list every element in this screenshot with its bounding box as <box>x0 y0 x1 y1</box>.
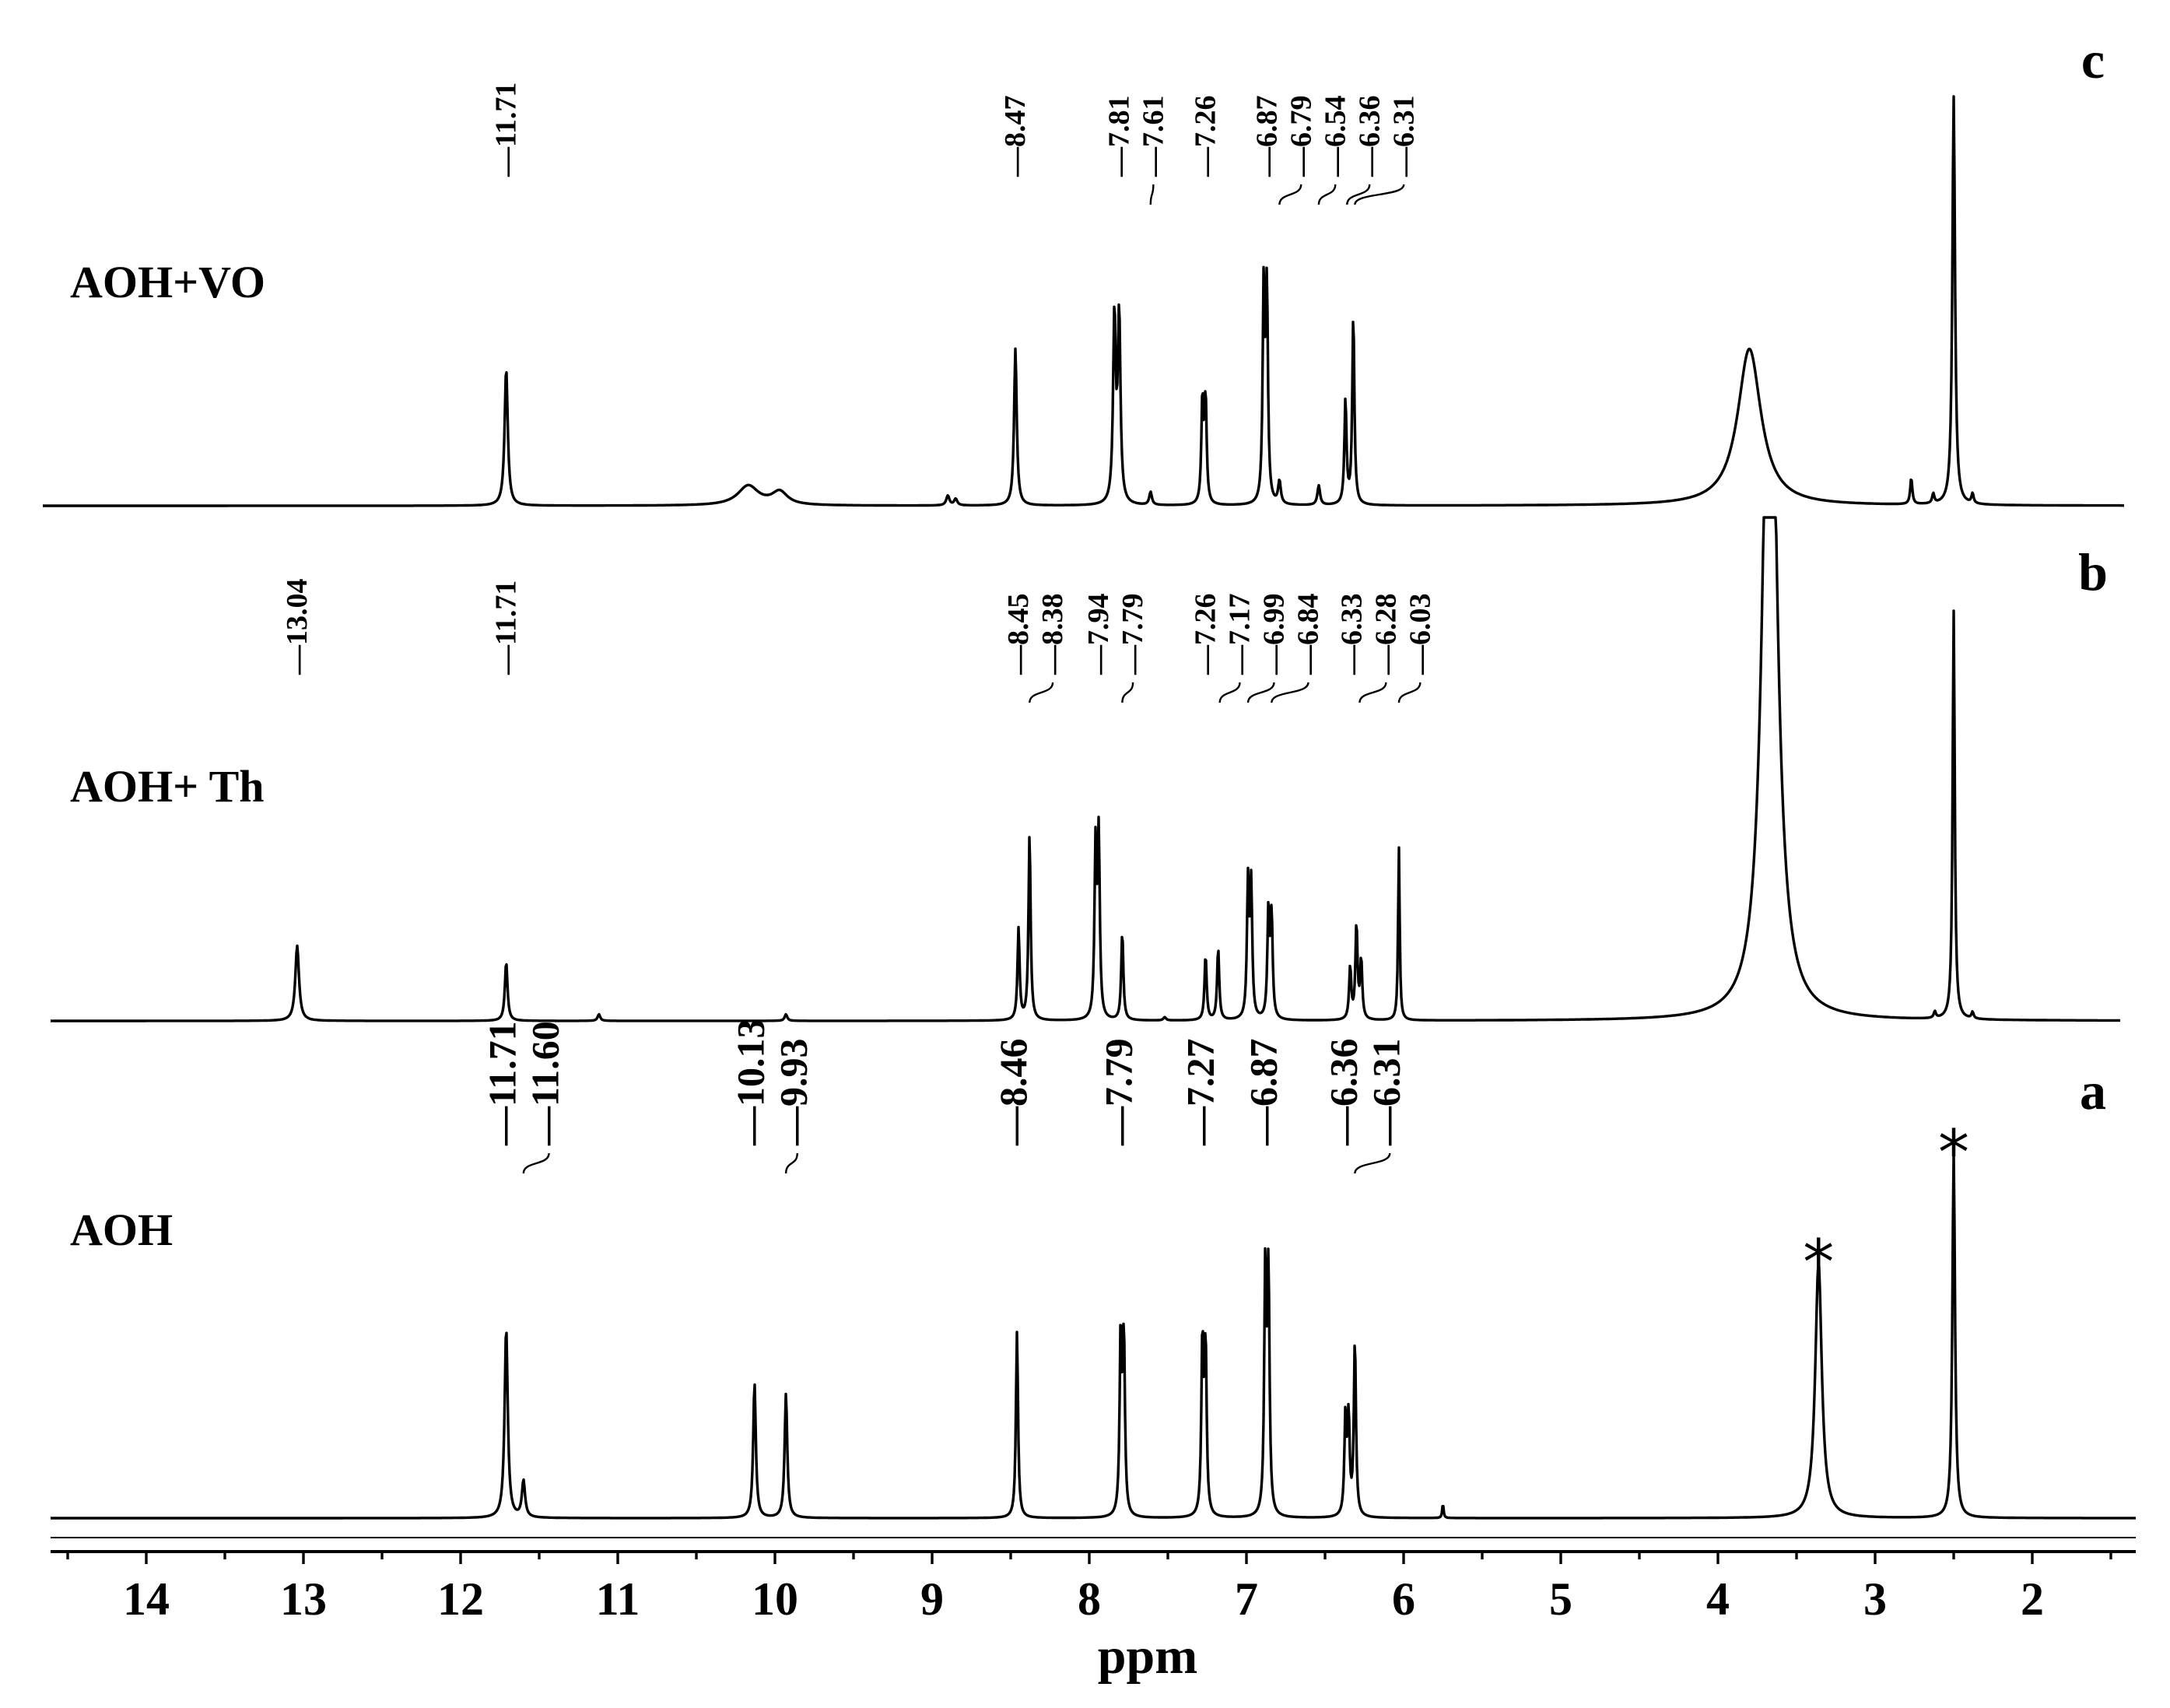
peak-label: —7.17 <box>1223 594 1256 676</box>
peak-leader-line <box>1271 682 1309 703</box>
peak-label: —13.04 <box>281 579 314 676</box>
peak-label: —6.36 <box>1321 1039 1365 1147</box>
peak-leader-line <box>1218 682 1241 703</box>
peak-leader-line <box>1354 184 1405 205</box>
peak-label: —7.79 <box>1096 1039 1140 1147</box>
x-tick-label: 3 <box>1863 1573 1887 1625</box>
x-tick-label: 4 <box>1706 1573 1730 1625</box>
spectrum-trace-a <box>50 1151 2137 1520</box>
peak-label: —8.47 <box>999 96 1032 178</box>
spectra-traces <box>42 95 2137 1520</box>
panel-letter-c: c <box>2081 30 2105 89</box>
x-tick-label: 13 <box>280 1573 327 1625</box>
x-tick-label: 11 <box>596 1573 640 1625</box>
peak-label: —7.26 <box>1189 96 1222 178</box>
peak-label: —6.36 <box>1353 96 1386 178</box>
x-tick-label: 12 <box>437 1573 484 1625</box>
peak-label: —6.54 <box>1319 96 1351 178</box>
x-tick-label: 7 <box>1235 1573 1258 1625</box>
peak-label: —9.93 <box>772 1039 815 1147</box>
peak-label: —6.31 <box>1387 96 1420 178</box>
peak-label: —6.87 <box>1241 1039 1285 1147</box>
peak-leader-line <box>522 1152 550 1174</box>
peak-label: —11.71 <box>490 580 523 675</box>
peak-label: —6.31 <box>1364 1039 1408 1147</box>
peak-label: —7.94 <box>1082 594 1115 676</box>
x-tick-label: 10 <box>752 1573 798 1625</box>
peak-leader-line <box>1358 682 1387 703</box>
peak-label: —10.13 <box>729 1019 773 1147</box>
x-tick-label: 9 <box>920 1573 944 1625</box>
peak-label: —11.71 <box>490 82 523 177</box>
peak-leader-line <box>1317 184 1337 205</box>
panel-letter-a: a <box>2080 1061 2106 1121</box>
peak-leader-line <box>1121 682 1134 703</box>
solvent-peak-marker: * <box>1803 1226 1834 1299</box>
spectrum-trace-c <box>42 95 2125 507</box>
solvent-peak-marker: * <box>1938 1117 1969 1189</box>
peak-label: —6.28 <box>1369 594 1402 676</box>
sample-name-c: AOH+VO <box>70 257 265 307</box>
spectrum-trace-b <box>50 516 2121 1022</box>
peak-label: —6.79 <box>1285 96 1317 178</box>
peak-leader-line <box>784 1152 798 1174</box>
peak-label: —6.33 <box>1335 594 1368 676</box>
spectrum-a <box>50 1151 2137 1520</box>
peak-label: —8.38 <box>1036 594 1069 676</box>
peak-leader-line <box>1149 184 1155 205</box>
peak-label: —8.46 <box>991 1039 1035 1147</box>
peak-leader-line <box>1397 682 1422 703</box>
peak-label: —7.26 <box>1189 594 1222 676</box>
peak-label: —11.60 <box>524 1021 567 1146</box>
peak-leader-line <box>1029 682 1054 703</box>
peak-label: —6.99 <box>1257 594 1290 676</box>
peak-leader-line <box>1346 184 1371 205</box>
peak-label: —7.61 <box>1137 96 1169 178</box>
sample-name-a: AOH <box>70 1205 173 1255</box>
sample-name-b: AOH+ Th <box>70 761 265 812</box>
x-tick-label: 6 <box>1392 1573 1415 1625</box>
peak-leader-line <box>1278 184 1302 205</box>
peak-leader-line <box>1354 1152 1391 1174</box>
peak-label: —6.03 <box>1404 594 1436 676</box>
x-tick-label: 14 <box>123 1573 170 1625</box>
spectrum-b <box>50 516 2121 1022</box>
peak-label: —11.71 <box>481 1021 524 1146</box>
peak-label: —6.84 <box>1292 594 1324 676</box>
peak-label: —7.81 <box>1103 96 1135 178</box>
peak-leader-line <box>1246 682 1275 703</box>
peak-label: —7.79 <box>1117 594 1149 676</box>
peak-label: —8.45 <box>1002 594 1035 676</box>
x-tick-label: 5 <box>1549 1573 1572 1625</box>
x-axis: 14 13 12 11 10 9 8 7 6 5 4 3 2 <box>51 1537 2136 1625</box>
x-axis-title: ppm <box>1098 1628 1197 1685</box>
panel-letter-b: b <box>2078 542 2108 601</box>
x-tick-label: 8 <box>1078 1573 1101 1625</box>
peak-label: —7.27 <box>1178 1039 1222 1147</box>
peak-label: —6.87 <box>1250 96 1283 178</box>
x-tick-label: 2 <box>2021 1573 2044 1625</box>
spectrum-c <box>42 95 2125 507</box>
